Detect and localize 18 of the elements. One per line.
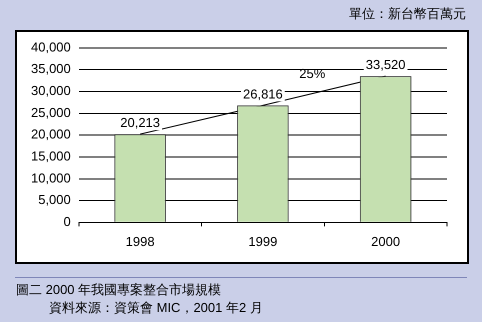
- text: 單位：新台幣百萬元: [349, 5, 466, 23]
- y-tick-label: 5,000: [38, 192, 71, 208]
- y-tick-label: 15,000: [30, 148, 71, 164]
- y-tick-label: 20,000: [30, 126, 71, 142]
- y-tick-label: 25,000: [30, 104, 71, 120]
- y-tick-label: 10,000: [30, 170, 71, 186]
- data-label: 33,520: [366, 57, 406, 72]
- y-tick-label: 35,000: [30, 61, 71, 76]
- x-tick-label: 1999: [248, 234, 278, 249]
- x-tick-label: 2000: [371, 234, 400, 249]
- data-label: 20,213: [120, 115, 160, 130]
- x-tick-label: 1998: [126, 234, 155, 249]
- y-tick-label: 30,000: [30, 83, 71, 98]
- source-note: 資料來源：資策會 MIC，2001 年2 月: [49, 299, 263, 317]
- data-label: 26,816: [243, 86, 283, 102]
- y-tick-label: 0: [64, 214, 71, 229]
- y-tick-label: 40,000: [30, 39, 71, 54]
- text: 圖二 2000 年我國專案整合市場規模: [16, 281, 222, 299]
